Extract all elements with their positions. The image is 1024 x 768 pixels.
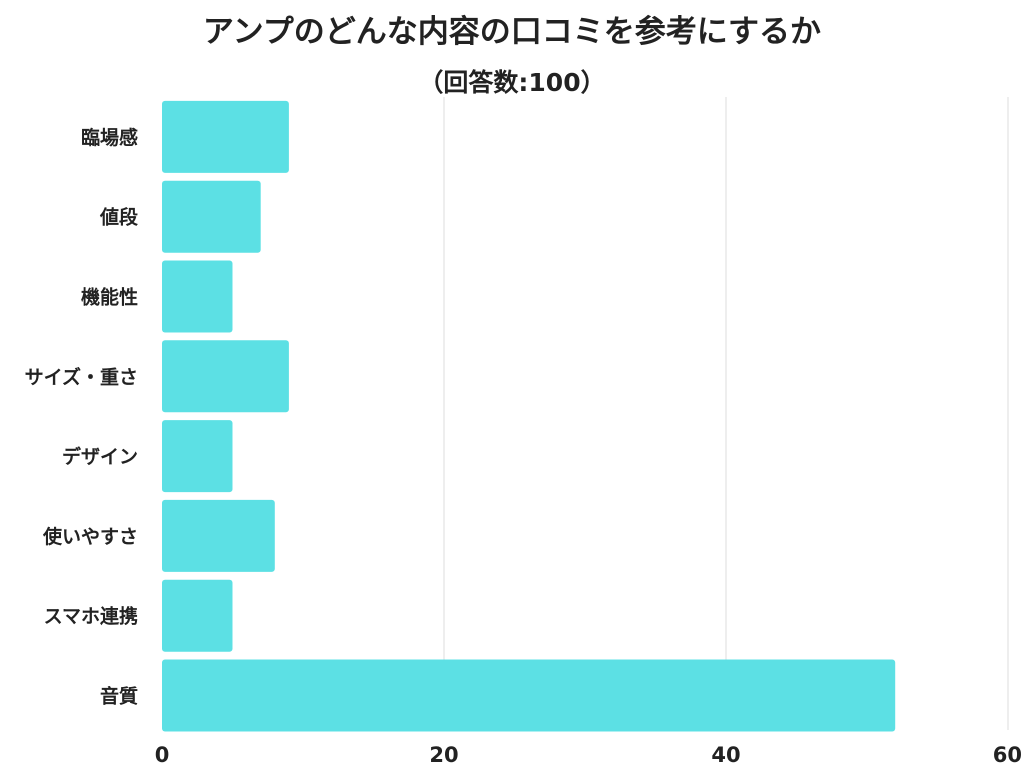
bar bbox=[162, 499, 275, 572]
category-label: 臨場感 bbox=[81, 126, 138, 149]
bars bbox=[162, 100, 896, 732]
bar bbox=[162, 659, 896, 732]
category-label: 値段 bbox=[99, 206, 139, 229]
bar bbox=[162, 260, 233, 333]
category-label: サイズ・重さ bbox=[25, 365, 138, 388]
chart-subtitle: （回答数:100） bbox=[418, 68, 605, 97]
category-label: スマホ連携 bbox=[44, 605, 138, 628]
x-tick-labels: 0 20 40 60 bbox=[155, 743, 1022, 767]
gridlines bbox=[443, 97, 1009, 730]
category-label: 使いやすさ bbox=[42, 526, 138, 548]
x-tick-label: 60 bbox=[993, 743, 1022, 767]
bar bbox=[162, 340, 289, 413]
bar bbox=[162, 100, 289, 173]
bar bbox=[162, 180, 261, 253]
category-label: 機能性 bbox=[81, 286, 138, 309]
category-label: デザイン bbox=[62, 445, 138, 468]
x-tick-label: 20 bbox=[429, 743, 458, 767]
bar bbox=[162, 420, 233, 493]
category-label: 音質 bbox=[100, 685, 138, 708]
bar bbox=[162, 579, 233, 652]
chart-title: アンプのどんな内容の口コミを参考にするか bbox=[203, 14, 821, 50]
x-tick-label: 40 bbox=[711, 743, 740, 767]
x-tick-label: 0 bbox=[155, 743, 170, 767]
